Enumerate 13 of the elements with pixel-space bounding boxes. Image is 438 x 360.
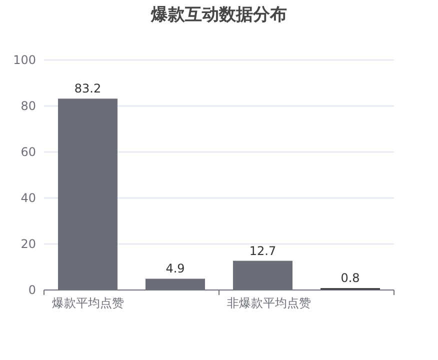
y-tick-label: 20 <box>20 237 36 251</box>
y-tick-label: 100 <box>13 53 36 67</box>
data-label: 4.9 <box>166 262 185 276</box>
data-label: 83.2 <box>74 82 102 96</box>
data-label: 0.8 <box>340 271 360 286</box>
y-tick-label: 40 <box>20 191 36 205</box>
x-tick-label: 非爆款平均点赞 <box>227 296 311 310</box>
chart-title: 爆款互动数据分布 <box>150 5 287 25</box>
x-tick-label: 爆款平均点赞 <box>52 296 124 310</box>
y-tick-label: 0 <box>28 283 36 297</box>
y-tick-label: 80 <box>20 99 36 113</box>
y-tick-label: 60 <box>20 145 36 159</box>
data-label: 12.7 <box>249 244 276 258</box>
